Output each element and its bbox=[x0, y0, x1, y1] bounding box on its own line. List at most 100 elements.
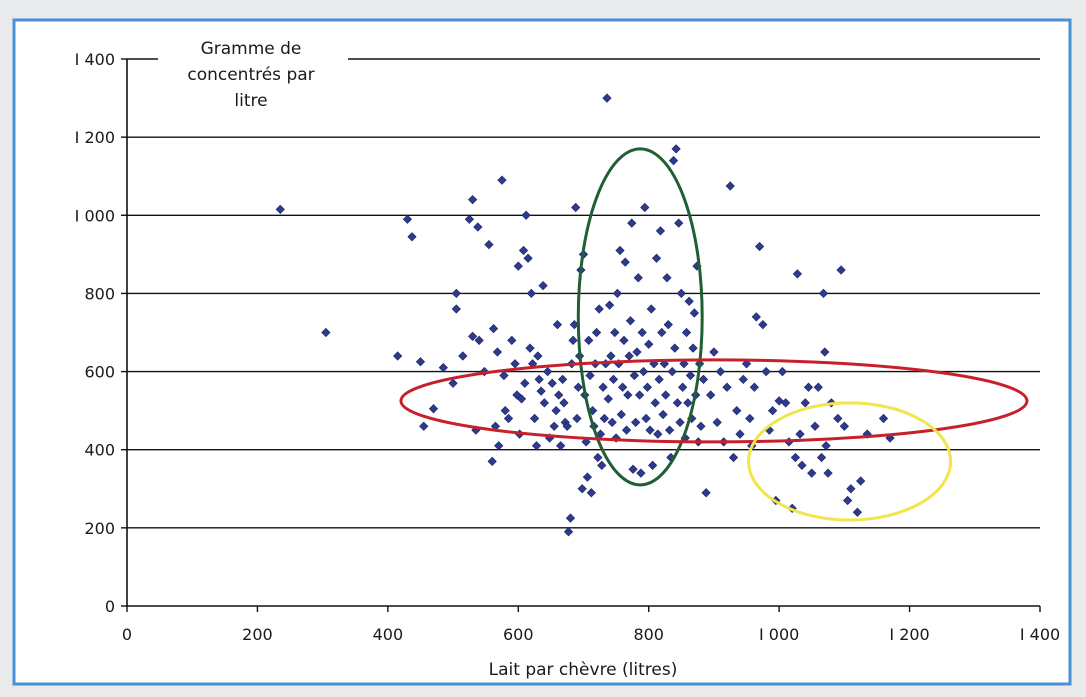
scatter-point-103 bbox=[618, 382, 628, 392]
scatter-point-133 bbox=[657, 327, 667, 338]
scatter-point-11 bbox=[451, 304, 461, 314]
scatter-point-153 bbox=[683, 398, 693, 408]
scatter-point-114 bbox=[632, 347, 642, 357]
scatter-point-94 bbox=[606, 351, 616, 361]
scatter-point-56 bbox=[554, 390, 564, 400]
scatter-point-14 bbox=[468, 195, 478, 205]
scatter-point-20 bbox=[484, 239, 494, 250]
x-tick-label-1000: I 000 bbox=[759, 625, 799, 644]
scatter-point-46 bbox=[534, 374, 544, 385]
scatter-point-163 bbox=[696, 421, 706, 431]
scatter-point-38 bbox=[521, 210, 531, 220]
scatter-point-212 bbox=[846, 484, 856, 494]
x-tick-label-1200: I 200 bbox=[889, 625, 929, 644]
scatter-point-6 bbox=[419, 421, 429, 431]
scatter-point-54 bbox=[551, 406, 561, 416]
scatter-point-105 bbox=[620, 257, 630, 267]
scatter-point-4 bbox=[407, 232, 417, 242]
scatter-point-196 bbox=[797, 460, 807, 470]
scatter-point-48 bbox=[538, 280, 548, 291]
scatter-point-13 bbox=[464, 214, 474, 224]
scatter-point-33 bbox=[513, 261, 523, 271]
scatter-point-116 bbox=[634, 390, 645, 400]
scatter-point-164 bbox=[698, 374, 709, 385]
scatter-point-17 bbox=[473, 222, 483, 232]
scatter-point-210 bbox=[839, 421, 849, 431]
scatter-point-131 bbox=[654, 374, 664, 385]
axes bbox=[126, 59, 1040, 607]
scatter-point-176 bbox=[738, 374, 748, 385]
scatter-point-15 bbox=[468, 331, 478, 342]
scatter-point-152 bbox=[681, 327, 692, 338]
scatter-point-216 bbox=[878, 413, 889, 424]
scatter-point-0 bbox=[275, 204, 285, 215]
scatter-point-198 bbox=[803, 382, 814, 392]
scatter-point-148 bbox=[676, 288, 686, 299]
scatter-point-202 bbox=[816, 452, 827, 463]
scatter-point-40 bbox=[525, 343, 535, 353]
scatter-point-59 bbox=[559, 398, 569, 408]
scatter-point-50 bbox=[543, 366, 553, 377]
scatter-point-120 bbox=[640, 202, 650, 213]
scatter-point-136 bbox=[661, 390, 671, 400]
scatter-point-28 bbox=[500, 406, 510, 416]
scatter-point-194 bbox=[792, 269, 803, 279]
yellow-ellipse bbox=[746, 401, 953, 522]
scatter-point-174 bbox=[732, 406, 742, 416]
scatter-point-193 bbox=[790, 452, 801, 463]
scatter-point-129 bbox=[651, 253, 662, 263]
scatter-point-190 bbox=[781, 398, 791, 408]
scatter-point-63 bbox=[565, 513, 576, 523]
scatter-point-123 bbox=[644, 339, 654, 349]
scatter-point-209 bbox=[836, 265, 846, 275]
scatter-point-61 bbox=[562, 421, 572, 431]
chart-panel bbox=[12, 18, 1072, 686]
scatter-point-37 bbox=[520, 378, 530, 388]
scatter-point-75 bbox=[581, 437, 591, 447]
scatter-point-104 bbox=[619, 335, 629, 345]
scatter-point-208 bbox=[833, 413, 843, 424]
scatter-point-102 bbox=[616, 409, 626, 420]
scatter-point-22 bbox=[488, 323, 499, 334]
scatter-point-76 bbox=[582, 472, 593, 482]
scatter-point-173 bbox=[728, 452, 739, 463]
scatter-point-12 bbox=[458, 351, 468, 361]
green-ellipse bbox=[576, 147, 704, 487]
scatter-point-128 bbox=[650, 398, 660, 408]
scatter-point-27 bbox=[499, 370, 509, 381]
scatter-point-91 bbox=[602, 93, 612, 103]
y-tick-label-1000: I 000 bbox=[75, 206, 115, 225]
scatter-point-115 bbox=[633, 273, 643, 283]
scatter-point-36 bbox=[518, 245, 529, 256]
scatter-point-101 bbox=[615, 245, 625, 256]
scatter-point-168 bbox=[712, 417, 722, 427]
scatter-point-26 bbox=[497, 175, 507, 185]
scatter-point-134 bbox=[658, 409, 668, 420]
scatter-point-119 bbox=[638, 366, 649, 377]
scatter-point-139 bbox=[664, 425, 675, 435]
scatter-point-93 bbox=[604, 300, 615, 310]
scatter-point-172 bbox=[725, 181, 735, 191]
scatter-point-45 bbox=[533, 351, 543, 361]
data-points bbox=[275, 93, 895, 537]
x-tick-label-0: 0 bbox=[122, 625, 132, 644]
scatter-point-41 bbox=[526, 288, 536, 299]
scatter-point-171 bbox=[722, 382, 732, 392]
scatter-point-7 bbox=[428, 404, 439, 414]
scatter-point-122 bbox=[642, 382, 653, 392]
scatter-point-30 bbox=[507, 335, 517, 345]
scatter-point-58 bbox=[558, 374, 568, 385]
scatter-point-166 bbox=[706, 390, 716, 400]
scatter-point-117 bbox=[636, 468, 646, 478]
scatter-point-146 bbox=[674, 218, 684, 228]
scatter-point-206 bbox=[823, 468, 833, 478]
scatter-point-147 bbox=[675, 417, 685, 427]
scatter-point-84 bbox=[593, 452, 603, 463]
scatter-point-49 bbox=[539, 398, 549, 408]
scatter-point-183 bbox=[758, 320, 768, 330]
x-tick-label-800: 800 bbox=[633, 625, 664, 644]
scatter-point-53 bbox=[549, 421, 559, 431]
scatter-point-165 bbox=[701, 488, 711, 498]
scatter-point-29 bbox=[503, 413, 514, 424]
scatter-point-205 bbox=[821, 441, 831, 451]
